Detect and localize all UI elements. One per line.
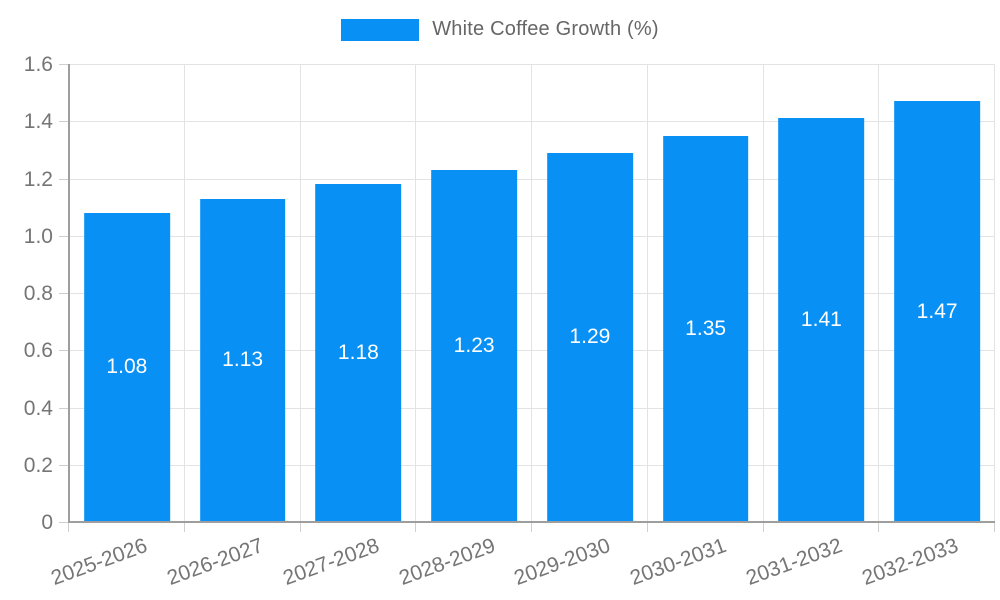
y-tick [59,350,68,352]
h-gridline [69,293,995,294]
y-tick [59,178,68,180]
v-gridline [299,64,301,522]
bar-2026-2027: 1.13 [199,198,286,522]
bar-2030-2031: 1.35 [662,135,749,522]
x-tick [994,523,995,532]
x-tick [762,523,764,532]
h-gridline [69,350,995,352]
x-tick [68,523,69,532]
v-gridline [878,64,880,522]
bar-value-label: 1.41 [800,308,842,332]
x-tick-label: 2030-2031 [627,534,730,590]
h-gridline [69,407,995,409]
y-tick-label: 1.6 [23,53,53,76]
bar-value-label: 1.35 [685,316,727,340]
y-tick-label: 0.2 [23,453,53,477]
y-tick [59,407,68,409]
x-axis-line [68,521,995,523]
legend-label: White Coffee Growth (%) [432,18,659,40]
x-tick [646,523,648,532]
y-tick-label: 0.4 [23,396,53,420]
x-tick [415,523,417,532]
y-tick [59,121,68,123]
bar-value-label: 1.47 [916,299,958,323]
v-gridline [646,64,648,522]
x-tick-label: 2031-2032 [742,534,846,590]
y-tick-label: 0 [41,511,53,534]
v-gridline [183,64,185,522]
x-axis-labels: 2025-2026 2026-2027 2027-2028 2028-2029 2029… [48,522,995,600]
x-tick [878,523,880,532]
legend-swatch-icon [341,18,420,41]
bar-2025-2026: 1.08 [84,212,170,522]
y-tick-label: 1.4 [23,110,53,134]
y-tick-label: 0.8 [23,282,53,305]
h-gridline [69,178,995,180]
chart-legend[interactable]: White Coffee Growth (%) [0,18,1000,41]
bar-value-label: 1.23 [453,333,495,357]
bar-value-label: 1.08 [106,355,148,379]
bar-2028-2029: 1.23 [431,169,517,522]
v-gridline [762,64,764,522]
bar-2031-2032: 1.41 [778,118,865,522]
x-tick-label: 2025-2026 [48,534,151,590]
y-tick [59,522,68,523]
h-gridline [69,64,995,65]
x-tick-label: 2029-2030 [511,534,614,590]
plot-area: 1.08 1.13 1.18 1.23 1.29 1.35 1.41 1.47 0 0.2 0.4… [24,53,995,534]
y-tick-label: 1.2 [23,167,53,191]
x-tick-label: 2027-2028 [279,534,383,590]
h-gridline [69,464,995,466]
v-gridline [415,64,417,522]
bar-2029-2030: 1.29 [547,152,633,522]
y-tick [59,64,68,65]
v-gridline [994,64,995,522]
bar-2027-2028: 1.18 [315,184,402,522]
y-tick [59,235,68,237]
y-axis-line [68,64,70,522]
y-tick [59,464,68,466]
bar-value-label: 1.29 [569,325,611,349]
bar-value-label: 1.13 [222,348,264,372]
h-gridline [69,235,995,237]
x-tick [183,523,185,532]
y-tick-label: 0.6 [23,339,53,363]
v-gridline [531,64,532,522]
y-tick-label: 1.0 [23,224,53,248]
x-tick-label: 2032-2033 [858,534,961,590]
x-tick-label: 2028-2029 [395,534,498,590]
y-tick [59,293,68,294]
x-tick [531,523,532,532]
h-gridline [69,121,995,123]
x-tick-label: 2026-2027 [164,534,267,590]
x-tick [299,523,301,532]
bar-value-label: 1.18 [337,341,379,365]
bar-2032-2033: 1.47 [894,101,980,522]
